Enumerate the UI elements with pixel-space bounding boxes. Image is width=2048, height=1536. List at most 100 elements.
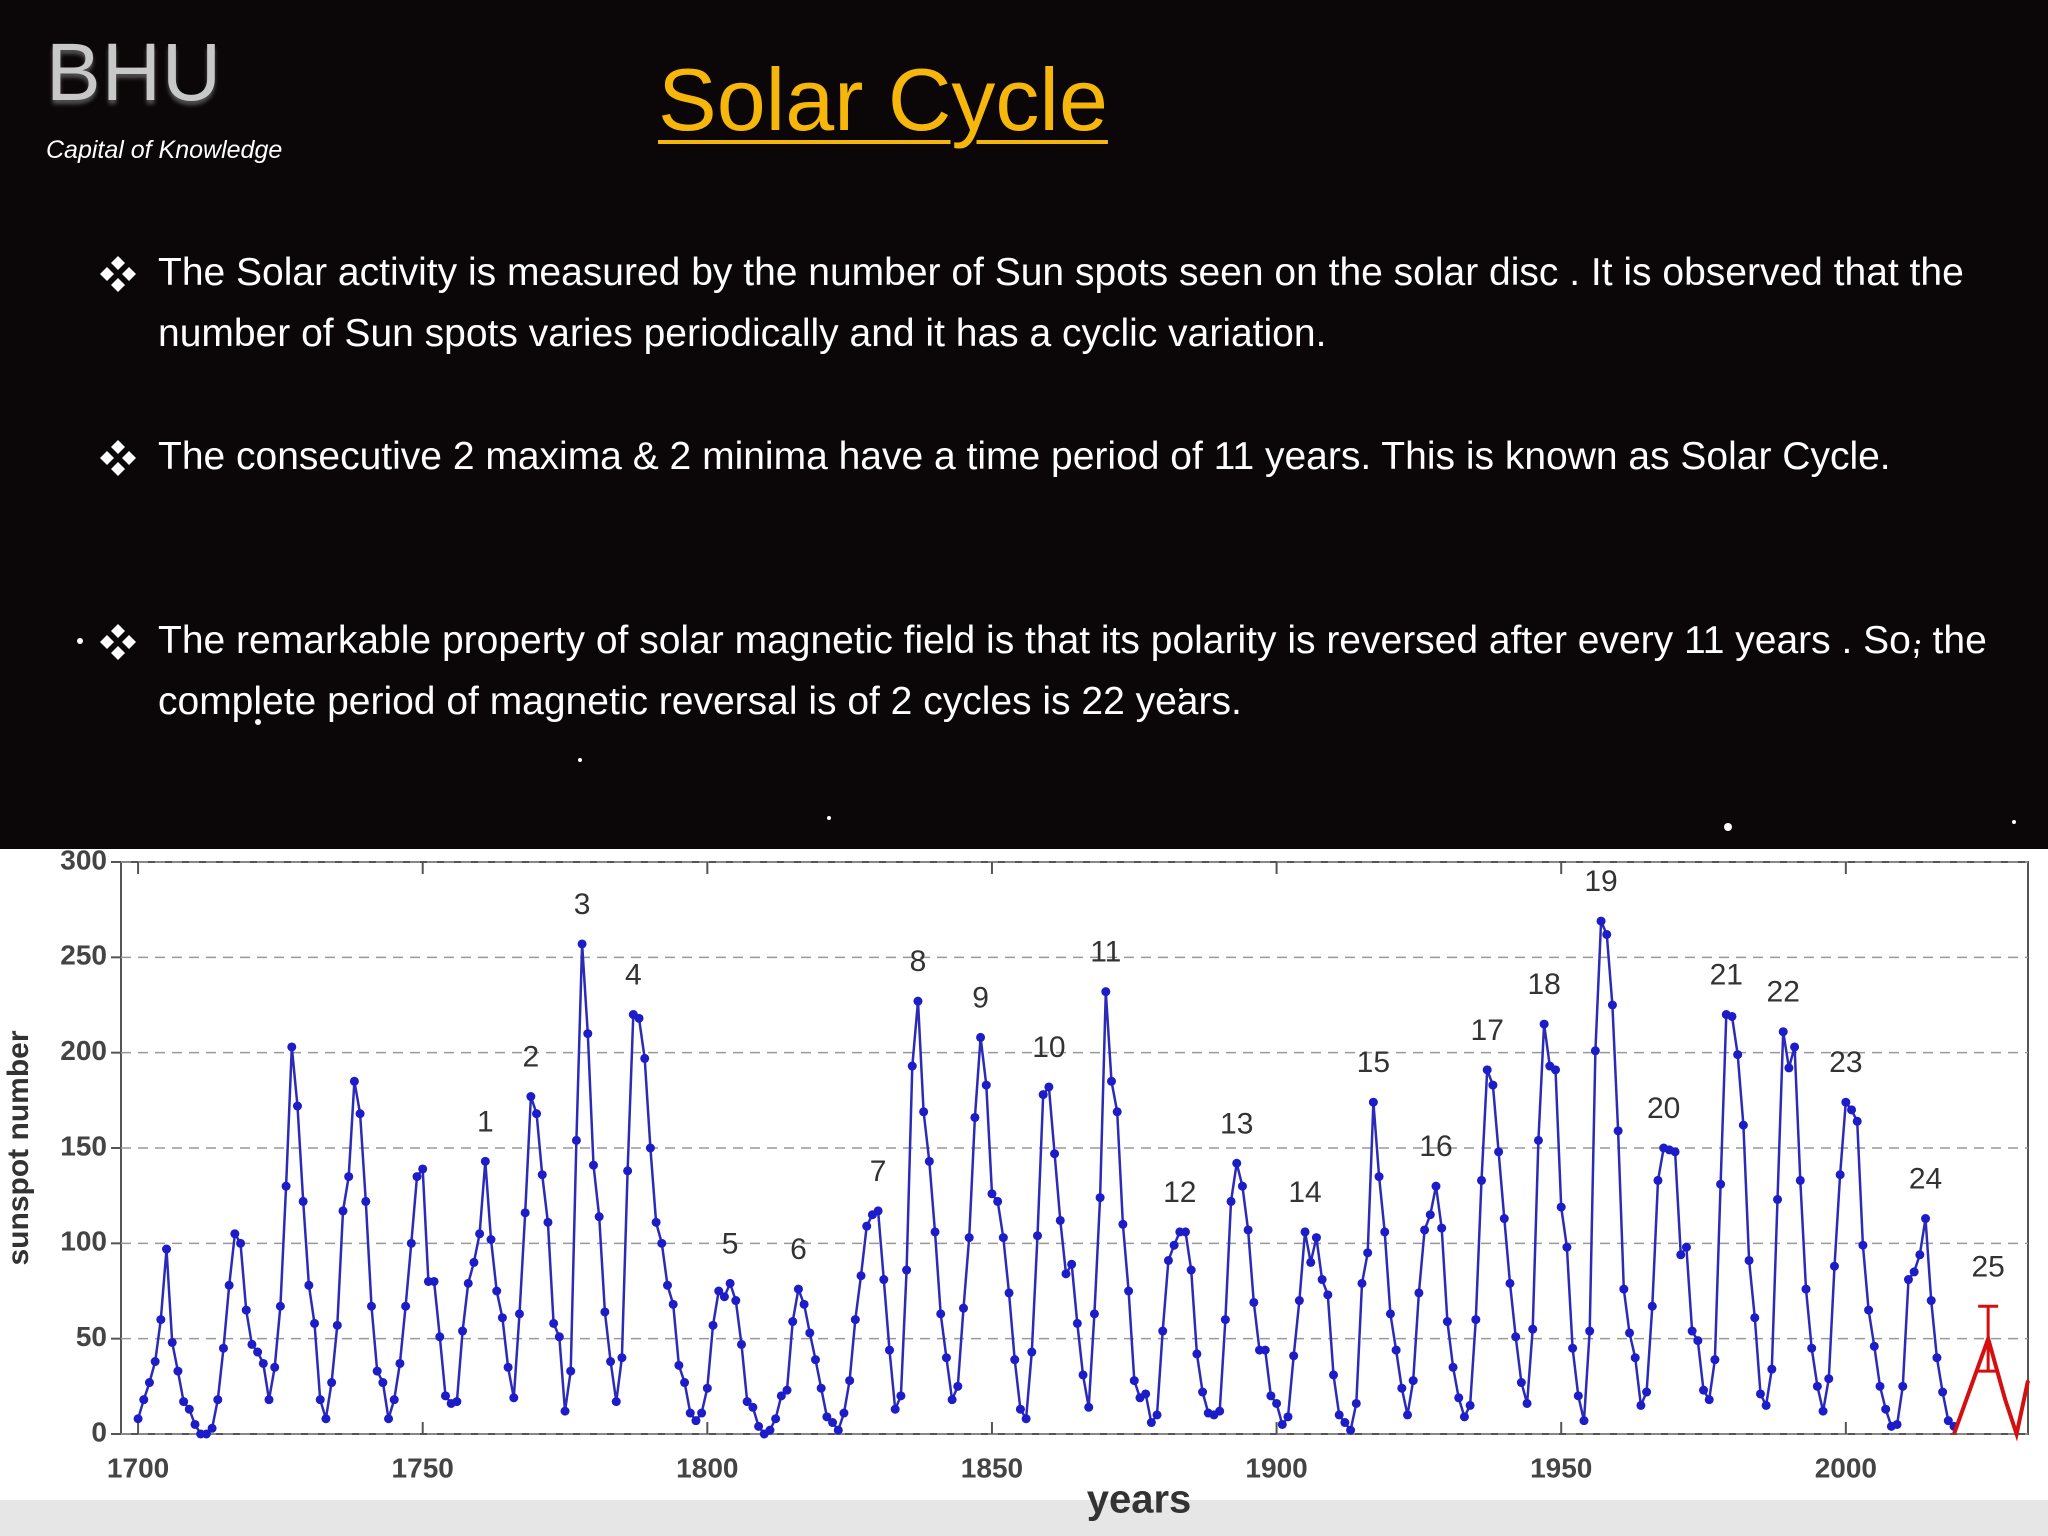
data-point <box>429 1276 439 1286</box>
data-point <box>162 1244 172 1254</box>
data-point <box>634 1013 644 1023</box>
data-point <box>702 1383 712 1393</box>
cycle-label: 5 <box>722 1227 739 1260</box>
data-point <box>1044 1082 1054 1092</box>
data-point <box>378 1378 388 1388</box>
cycle-label: 7 <box>870 1155 887 1188</box>
data-point <box>1186 1265 1196 1275</box>
data-point <box>748 1402 758 1412</box>
data-point <box>1585 1326 1595 1336</box>
data-point <box>1522 1398 1532 1408</box>
data-point <box>1198 1387 1208 1397</box>
data-point <box>298 1196 308 1206</box>
data-point <box>1778 1027 1788 1037</box>
data-point <box>1647 1301 1657 1311</box>
stars <box>77 638 2016 831</box>
cycle-label: 16 <box>1419 1130 1452 1163</box>
data-point <box>1755 1389 1765 1399</box>
x-axis-label: years <box>1087 1478 1192 1522</box>
data-point <box>1477 1175 1487 1185</box>
data-point <box>1067 1259 1077 1269</box>
data-point <box>1015 1404 1025 1414</box>
data-point <box>292 1101 302 1111</box>
data-point <box>1374 1172 1384 1182</box>
data-point <box>697 1408 707 1418</box>
data-point <box>1761 1400 1771 1410</box>
cycle-label: 8 <box>910 945 927 978</box>
data-point <box>247 1339 257 1349</box>
data-point <box>1192 1349 1202 1359</box>
data-point <box>1323 1290 1333 1300</box>
data-point <box>190 1419 200 1429</box>
data-point <box>1283 1412 1293 1422</box>
data-point <box>1625 1328 1635 1338</box>
data-point <box>862 1221 872 1231</box>
y-tick-label: 50 <box>76 1321 107 1352</box>
data-point <box>1465 1400 1475 1410</box>
data-point <box>179 1397 189 1407</box>
x-tick-label: 1950 <box>1530 1452 1592 1483</box>
data-point <box>1767 1364 1777 1374</box>
data-point <box>1562 1242 1572 1252</box>
data-point <box>1471 1315 1481 1325</box>
data-point <box>1642 1387 1652 1397</box>
data-point <box>395 1358 405 1368</box>
data-point <box>1807 1343 1817 1353</box>
data-point <box>691 1416 701 1426</box>
data-point <box>566 1366 576 1376</box>
data-point <box>1516 1378 1526 1388</box>
data-point <box>486 1235 496 1245</box>
cycle-label: 9 <box>972 981 989 1014</box>
cycle-label: 14 <box>1288 1176 1321 1209</box>
data-point <box>1454 1393 1464 1403</box>
data-point <box>902 1265 912 1275</box>
data-point <box>355 1109 365 1119</box>
data-point <box>1539 1019 1549 1029</box>
data-point <box>1101 987 1111 997</box>
data-point <box>1420 1225 1430 1235</box>
data-point <box>788 1317 798 1327</box>
data-point <box>1494 1147 1504 1157</box>
data-point <box>315 1395 325 1405</box>
data-point <box>1921 1214 1931 1224</box>
data-point <box>1226 1196 1236 1206</box>
cycle-label: 22 <box>1767 976 1800 1009</box>
data-point <box>600 1307 610 1317</box>
data-point <box>930 1227 940 1237</box>
data-point <box>167 1337 177 1347</box>
data-point <box>1670 1147 1680 1157</box>
bullet-icon <box>100 256 136 292</box>
cycle-label: 12 <box>1163 1176 1196 1209</box>
data-point <box>327 1378 337 1388</box>
data-point <box>776 1391 786 1401</box>
data-point <box>1613 1126 1623 1136</box>
data-point <box>1909 1267 1919 1277</box>
data-point <box>1346 1425 1356 1435</box>
data-point <box>1773 1194 1783 1204</box>
data-point <box>674 1360 684 1370</box>
data-point <box>463 1278 473 1288</box>
data-point <box>1004 1288 1014 1298</box>
data-point <box>1385 1309 1395 1319</box>
data-point <box>1556 1202 1566 1212</box>
data-point <box>828 1418 838 1428</box>
data-point <box>1710 1355 1720 1365</box>
data-point <box>771 1414 781 1424</box>
data-point <box>657 1238 667 1248</box>
data-point <box>1306 1257 1316 1267</box>
data-point <box>1260 1345 1270 1355</box>
data-point <box>1414 1288 1424 1298</box>
data-point <box>640 1053 650 1063</box>
data-point <box>384 1414 394 1424</box>
bullet-icon <box>100 624 136 660</box>
data-point <box>976 1032 986 1042</box>
data-point <box>1681 1242 1691 1252</box>
data-point <box>998 1233 1008 1243</box>
cycle-label: 3 <box>574 888 591 921</box>
data-point <box>258 1358 268 1368</box>
data-point <box>1693 1336 1703 1346</box>
data-point <box>1795 1175 1805 1185</box>
chart-footer-band <box>0 1500 2048 1536</box>
data-point <box>1118 1219 1128 1229</box>
